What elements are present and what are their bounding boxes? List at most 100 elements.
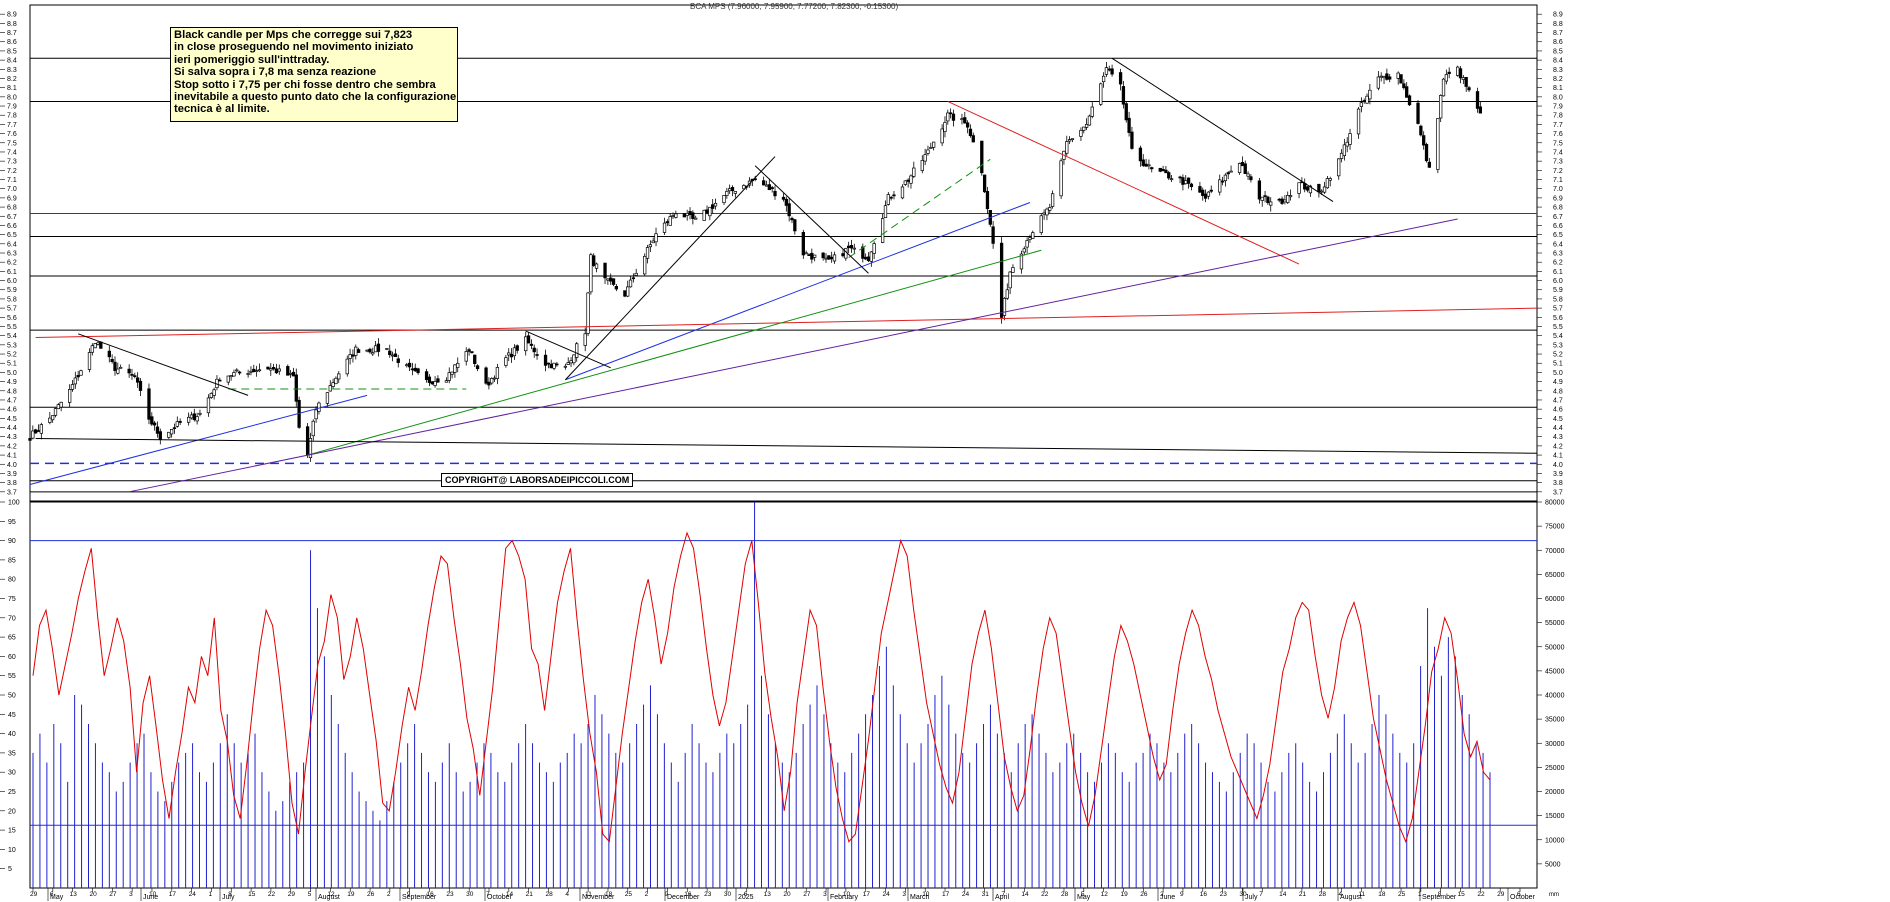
candle-body xyxy=(1441,78,1446,97)
candle-body xyxy=(781,196,786,200)
y-tick-label-left: 8.2 xyxy=(7,76,17,83)
candle-body xyxy=(1101,75,1106,83)
green-trendline xyxy=(307,249,1042,456)
osc-tick-label: 50 xyxy=(8,693,16,700)
y-tick-label: 4.6 xyxy=(1553,407,1563,414)
black-trendline xyxy=(525,330,611,369)
y-tick-label-left: 7.7 xyxy=(7,122,17,129)
y-tick-label-left: 6.2 xyxy=(7,260,17,267)
candle-body xyxy=(1065,141,1069,154)
candle-body xyxy=(209,392,213,398)
candle-body xyxy=(1297,182,1301,194)
x-day-label: 16 xyxy=(1200,891,1208,898)
y-tick-label: 6.0 xyxy=(1553,278,1563,285)
candle-body xyxy=(1218,179,1222,193)
candle-body xyxy=(1121,86,1126,105)
candle-body xyxy=(1130,131,1134,149)
candle-body xyxy=(507,352,511,356)
x-day-label: 13 xyxy=(764,891,772,898)
candle-body xyxy=(1167,172,1171,179)
candle-body xyxy=(1458,68,1463,79)
candle-body xyxy=(1263,195,1267,197)
x-month-label: September xyxy=(402,894,437,901)
x-day-label: 7 xyxy=(486,891,490,898)
candle-body xyxy=(178,420,182,423)
candle-body xyxy=(804,252,808,255)
x-day-label: 27 xyxy=(803,891,811,898)
candle-body xyxy=(572,354,576,364)
candle-body xyxy=(249,370,253,373)
candle-body xyxy=(982,174,987,193)
y-tick-label: 6.6 xyxy=(1553,223,1563,230)
candle-body xyxy=(668,216,672,226)
candle-body xyxy=(226,375,230,383)
note-line: Si salva sopra i 7,8 ma senza reazione xyxy=(174,66,377,79)
y-tick-label-left: 8.8 xyxy=(7,21,17,28)
candle-body xyxy=(1456,66,1460,76)
candle-body xyxy=(886,194,890,205)
x-day-label: 28 xyxy=(1319,891,1327,898)
y-tick-label: 3.9 xyxy=(1553,471,1563,478)
candle-body xyxy=(73,377,77,385)
candle-body xyxy=(416,368,420,374)
candle-body xyxy=(334,377,338,385)
candle-body xyxy=(1388,76,1392,80)
candle-body xyxy=(371,352,375,355)
candle-body xyxy=(892,194,896,197)
candle-body xyxy=(450,371,454,375)
candle-body xyxy=(317,402,321,412)
candle-body xyxy=(589,254,593,293)
x-day-label: 7 xyxy=(1259,891,1263,898)
candle-body xyxy=(563,365,568,368)
candle-body xyxy=(405,364,409,367)
x-day-label: 30 xyxy=(724,891,732,898)
candle-body xyxy=(543,354,548,366)
volume-tick-label: 50000 xyxy=(1545,644,1565,651)
candle-body xyxy=(951,113,956,121)
x-day-label: 24 xyxy=(189,891,197,898)
candle-body xyxy=(257,369,262,372)
candle-body xyxy=(903,180,907,185)
candle-body xyxy=(535,354,539,356)
candle-body xyxy=(39,424,43,434)
x-day-label: 2 xyxy=(645,891,649,898)
y-tick-label: 6.1 xyxy=(1553,269,1563,276)
candle-body xyxy=(1345,141,1349,147)
candle-body xyxy=(291,371,296,377)
candle-body xyxy=(130,374,134,376)
x-day-label: 23 xyxy=(1220,891,1228,898)
x-day-label: 1 xyxy=(208,891,212,898)
candle-body xyxy=(235,369,239,372)
volume-tick-label: 30000 xyxy=(1545,741,1565,748)
x-day-label: 11 xyxy=(585,891,592,898)
candle-body xyxy=(730,187,735,192)
y-tick-label: 5.2 xyxy=(1553,352,1563,359)
note-line: Stop sotto i 7,75 per chi fosse dentro c… xyxy=(174,78,436,91)
black-trendline xyxy=(1111,57,1334,202)
candle-body xyxy=(923,154,927,162)
x-day-label: 16 xyxy=(427,891,435,898)
x-day-label: 17 xyxy=(942,891,950,898)
candle-body xyxy=(529,343,534,346)
candle-body xyxy=(847,245,851,249)
x-month-label: December xyxy=(667,894,700,901)
x-day-label: 8 xyxy=(1438,891,1442,898)
x-day-label: 6 xyxy=(1517,891,1521,898)
x-day-label: 15 xyxy=(1458,891,1466,898)
candle-body xyxy=(1002,298,1007,316)
volume-tick-label: 75000 xyxy=(1545,524,1565,531)
candle-body xyxy=(1090,106,1094,117)
candle-body xyxy=(246,373,250,375)
y-tick-label-left: 8.7 xyxy=(7,30,17,37)
candle-body xyxy=(1379,75,1383,78)
x-month-label: August xyxy=(1340,894,1362,901)
candle-body xyxy=(770,187,774,190)
candle-body xyxy=(694,217,698,220)
candle-body xyxy=(1011,267,1015,273)
osc-tick-label: 100 xyxy=(8,500,20,507)
candle-body xyxy=(388,350,392,356)
candle-body xyxy=(592,255,596,266)
x-day-label: 3 xyxy=(129,891,133,898)
candle-body xyxy=(1280,198,1284,204)
candle-body xyxy=(665,221,670,224)
